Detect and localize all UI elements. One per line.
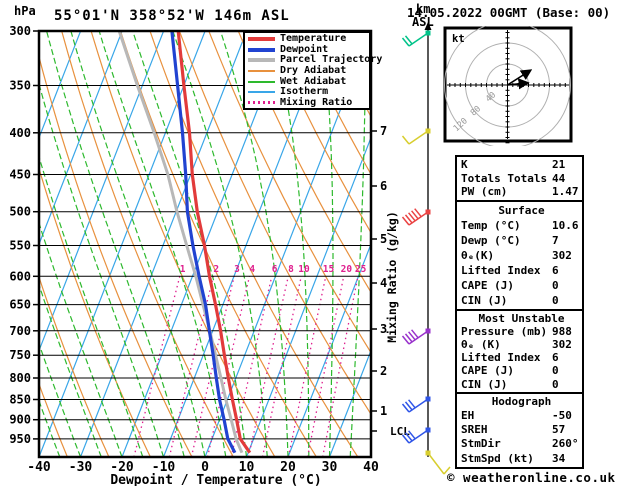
svg-text:10: 10 xyxy=(239,460,255,475)
svg-text:600: 600 xyxy=(9,269,31,283)
svg-text:950: 950 xyxy=(9,432,31,446)
table-row: Totals Totals 44 xyxy=(461,171,566,185)
table-row: StmSpd (kt) 34 xyxy=(461,451,566,465)
chart-legend: Temperature Dewpoint Parcel Trajectory D… xyxy=(243,31,382,110)
svg-text:Mixing Ratio (g/kg): Mixing Ratio (g/kg) xyxy=(385,211,399,343)
mixing-ratio-line-swatch xyxy=(248,101,275,105)
svg-text:0: 0 xyxy=(201,460,209,475)
dry-adiabat-line-swatch xyxy=(248,70,275,73)
hodograph-table: Hodograph EH -50 SREH 57 StmDir 260° StmSpd… xyxy=(455,391,584,469)
svg-text:LCL: LCL xyxy=(390,425,410,438)
temperature-line-swatch xyxy=(248,37,275,42)
svg-text:500: 500 xyxy=(9,205,31,219)
svg-text:Dewpoint / Temperature (°C): Dewpoint / Temperature (°C) xyxy=(110,473,321,486)
svg-text:15: 15 xyxy=(323,264,335,275)
svg-text:10: 10 xyxy=(298,264,310,275)
legend-item-parcel: Parcel Trajectory xyxy=(245,55,382,66)
svg-text:550: 550 xyxy=(9,238,31,252)
svg-text:-40: -40 xyxy=(27,460,51,475)
table-row: Pressure (mb) 988 xyxy=(461,324,572,338)
surface-table-title: Surface xyxy=(498,203,545,217)
table-row: Lifted Index 6 xyxy=(461,351,559,365)
wet-adiabat-line-swatch xyxy=(248,80,275,83)
table-row: Lifted Index 6 xyxy=(461,263,559,277)
svg-text:300: 300 xyxy=(9,24,31,38)
svg-text:650: 650 xyxy=(9,298,31,312)
altitude-unit-km-label: km xyxy=(416,2,431,16)
pressure-unit-label: hPa xyxy=(14,4,36,18)
table-row: EH -50 xyxy=(461,408,572,422)
svg-text:700: 700 xyxy=(9,324,31,338)
station-title: 55°01'N 358°52'W 146m ASL xyxy=(54,8,290,24)
svg-text:-20: -20 xyxy=(110,460,134,475)
legend-item-temperature: Temperature xyxy=(245,34,369,45)
legend-item-dewpoint: Dewpoint xyxy=(245,44,369,56)
table-row: K 21 xyxy=(461,158,566,171)
indices-table: K 21 Totals Totals 44 PW (cm) 1.47 xyxy=(455,155,584,202)
svg-text:6: 6 xyxy=(272,264,278,275)
svg-text:8: 8 xyxy=(288,264,294,275)
svg-text:25: 25 xyxy=(355,264,367,275)
table-row: PW (cm) 1.47 xyxy=(461,185,579,198)
most-unstable-table-title: Most Unstable xyxy=(478,311,565,325)
svg-text:3: 3 xyxy=(234,264,240,275)
legend-item-dry-adiabat: Dry Adiabat xyxy=(245,66,369,77)
svg-text:350: 350 xyxy=(9,79,31,93)
table-row: StmDir 260° xyxy=(461,437,579,451)
svg-text:3: 3 xyxy=(380,322,387,336)
table-row: CIN (J) 0 xyxy=(461,377,559,391)
table-row: θₑ(K) 302 xyxy=(461,248,572,262)
svg-text:4: 4 xyxy=(380,276,387,290)
svg-text:850: 850 xyxy=(9,392,31,406)
svg-text:800: 800 xyxy=(9,371,31,385)
svg-text:5: 5 xyxy=(380,232,387,246)
svg-text:6: 6 xyxy=(380,179,387,193)
plot-frame-and-axes: 3003504004505005506006507007508008509009… xyxy=(9,24,410,486)
dewpoint-line-swatch xyxy=(248,47,275,52)
svg-text:1: 1 xyxy=(180,264,186,275)
table-row: Temp (°C) 10.6 xyxy=(461,218,579,232)
table-row: CAPE (J) 0 xyxy=(461,364,559,378)
table-row: CAPE (J) 0 xyxy=(461,278,559,292)
svg-text:450: 450 xyxy=(9,167,31,181)
legend-item-wet-adiabat: Wet Adiabat xyxy=(245,76,369,87)
svg-text:750: 750 xyxy=(9,348,31,362)
run-datetime-label: 14.05.2022 00GMT (Base: 00) xyxy=(407,5,611,20)
svg-text:-30: -30 xyxy=(69,460,93,475)
legend-item-mixing-ratio: Mixing Ratio xyxy=(245,97,369,109)
wind-barb-staff xyxy=(401,22,451,475)
mixing-ratio-value-labels: 1 2 3 4 6 8 10 15 20 25 xyxy=(180,264,367,275)
svg-text:40: 40 xyxy=(363,460,379,475)
svg-text:900: 900 xyxy=(9,413,31,427)
svg-text:20: 20 xyxy=(341,264,353,275)
svg-text:-10: -10 xyxy=(152,460,176,475)
table-row: SREH 57 xyxy=(461,423,566,437)
sounding-index-tables: K 21 Totals Totals 44 PW (cm) 1.47 Surface … xyxy=(455,155,584,469)
svg-text:400: 400 xyxy=(9,126,31,140)
svg-text:2: 2 xyxy=(380,364,387,378)
svg-text:4: 4 xyxy=(249,264,255,275)
parcel-line-swatch xyxy=(248,58,275,63)
svg-text:2: 2 xyxy=(213,264,219,275)
svg-text:kt: kt xyxy=(452,33,465,45)
copyright-label: © weatheronline.co.uk xyxy=(447,470,616,485)
legend-item-isotherm: Isotherm xyxy=(245,87,369,98)
svg-text:7: 7 xyxy=(380,124,387,138)
table-row: CIN (J) 0 xyxy=(461,293,559,307)
most-unstable-table: Most Unstable Pressure (mb) 988 θₑ (K) 302… xyxy=(455,308,584,394)
svg-text:20: 20 xyxy=(280,460,296,475)
isotherm-line-swatch xyxy=(248,91,275,94)
table-row: θₑ (K) 302 xyxy=(461,337,572,351)
sounding-profiles xyxy=(117,32,252,454)
table-row: Dewp (°C) 7 xyxy=(461,233,559,247)
svg-text:1: 1 xyxy=(380,404,387,418)
hodograph-table-title: Hodograph xyxy=(491,394,552,408)
svg-text:30: 30 xyxy=(322,460,338,475)
surface-table: Surface Temp (°C) 10.6 Dewp (°C) 7 θₑ(K) 30… xyxy=(455,199,584,311)
